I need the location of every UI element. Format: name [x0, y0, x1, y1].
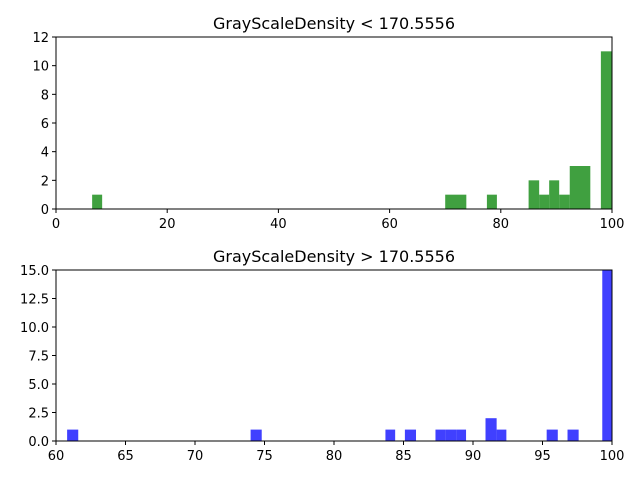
- histogram-bar: [569, 166, 591, 209]
- x-tick-label: 80: [493, 217, 510, 232]
- histogram-bar: [92, 194, 103, 209]
- histogram-bar: [600, 51, 612, 210]
- y-tick-label: 5.0: [28, 378, 49, 393]
- histogram-bar: [435, 429, 446, 441]
- x-tick-label: 100: [600, 449, 625, 464]
- x-tick-label: 60: [381, 217, 398, 232]
- axes-frame: [55, 269, 613, 442]
- x-tick-label: 90: [465, 449, 482, 464]
- histogram-bar: [456, 429, 467, 441]
- x-tick-label: 80: [326, 449, 343, 464]
- histogram-bar: [445, 194, 467, 209]
- y-tick-label: 2.5: [28, 407, 49, 422]
- histogram-bar: [385, 429, 396, 441]
- x-tick-label: 100: [600, 217, 625, 232]
- x-tick-label: 85: [395, 449, 412, 464]
- panel-low-density: GrayScaleDensity < 170.5556 0 20 40 60 80 100…: [32, 14, 624, 232]
- histogram-bar: [602, 270, 612, 441]
- x-tick-label: 70: [187, 449, 204, 464]
- histogram-bar: [250, 429, 262, 441]
- x-tick-label: 60: [48, 449, 65, 464]
- histogram-bar: [559, 194, 570, 209]
- histogram-bar: [496, 429, 507, 441]
- x-tick-label: 0: [52, 217, 60, 232]
- histogram-bar: [539, 194, 550, 209]
- chart-title-high: GrayScaleDensity > 170.5556: [213, 247, 455, 266]
- y-tick-label: 0.0: [28, 435, 49, 450]
- panel-high-density: GrayScaleDensity > 170.5556 60 65 70 75 80 85…: [20, 247, 624, 464]
- histogram-bar: [486, 194, 497, 209]
- y-tick-label: 10: [32, 60, 49, 75]
- y-tick-label: 6: [41, 117, 49, 132]
- y-tick-label: 12.5: [20, 293, 49, 308]
- y-tick-label: 8: [41, 88, 49, 103]
- x-tick-label: 20: [159, 217, 176, 232]
- y-tick-label: 2: [41, 174, 49, 189]
- histogram-bar: [67, 429, 79, 441]
- y-tick-label: 10.0: [20, 321, 49, 336]
- histogram-bar: [546, 429, 558, 441]
- x-tick-label: 95: [534, 449, 551, 464]
- y-tick-label: 15.0: [20, 264, 49, 279]
- y-tick-label: 12: [32, 31, 49, 46]
- x-tick-label: 65: [117, 449, 134, 464]
- histogram-bar: [549, 180, 560, 209]
- y-tick-label: 7.5: [28, 350, 49, 365]
- histogram-bar: [567, 429, 579, 441]
- chart-title-low: GrayScaleDensity < 170.5556: [213, 14, 455, 33]
- y-tick-label: 0: [41, 203, 49, 218]
- histogram-bar: [528, 180, 540, 209]
- x-tick-label: 75: [256, 449, 273, 464]
- histogram-bar: [445, 429, 457, 441]
- x-tick-label: 40: [270, 217, 287, 232]
- y-tick-label: 4: [41, 146, 49, 161]
- histogram-bar: [485, 418, 497, 441]
- histogram-bar: [404, 429, 417, 441]
